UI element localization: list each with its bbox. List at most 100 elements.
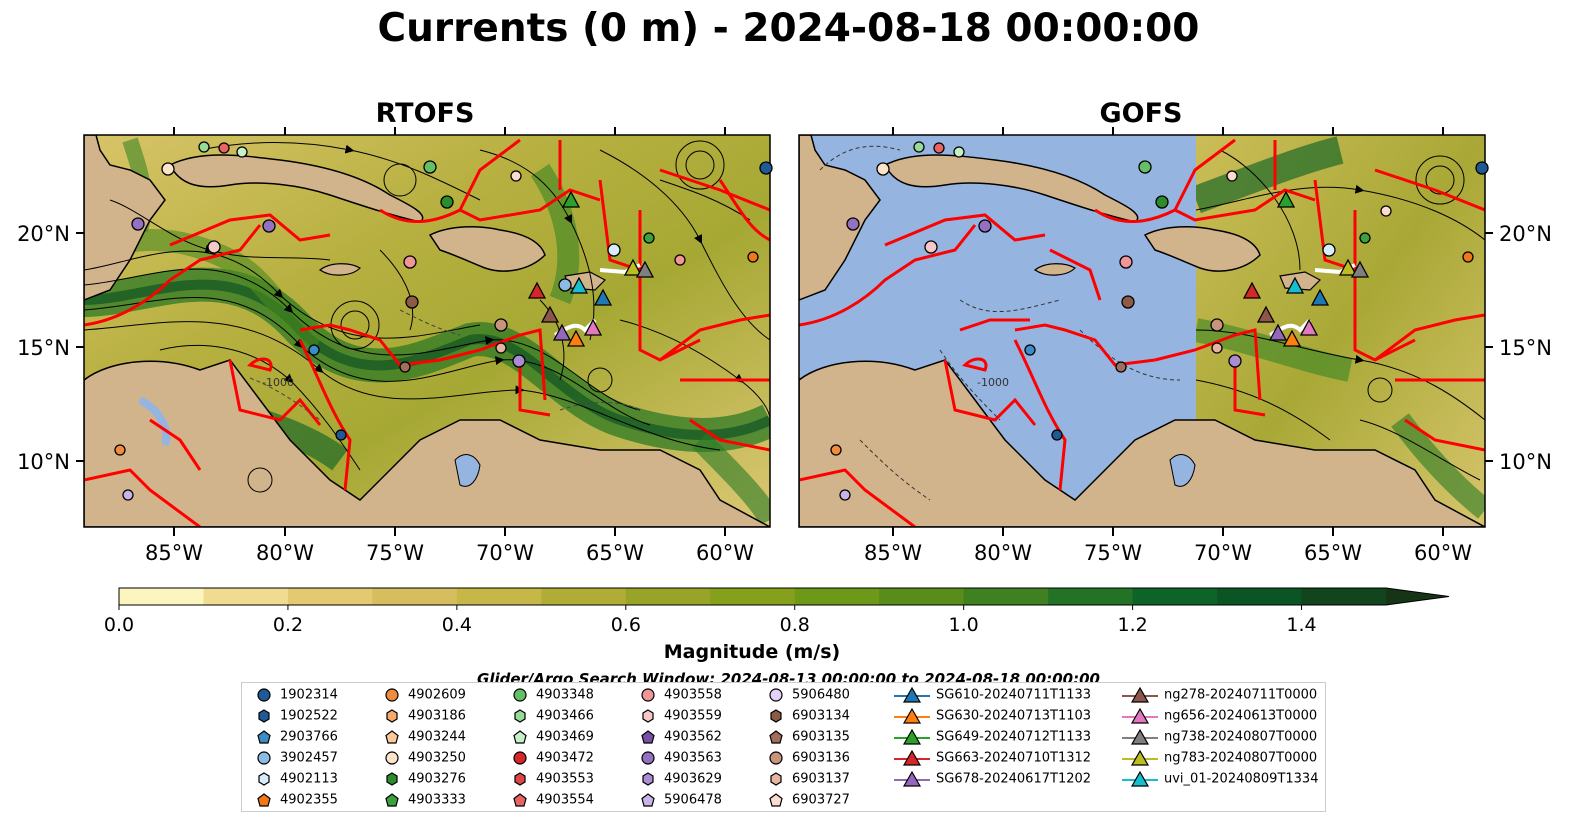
colorbar-tick-label: 0.4 <box>442 614 472 636</box>
legend-label: uvi_01-20240809T1334 <box>1164 771 1319 787</box>
lat-tick-label: 15°N <box>17 336 70 360</box>
legend-item: 6903727 <box>766 792 850 808</box>
legend-marker-icon <box>769 730 783 744</box>
legend-label: 4903562 <box>664 729 722 745</box>
legend-label: 4903559 <box>664 708 722 724</box>
legend-marker-icon <box>1122 728 1158 745</box>
lat-tick-label: 20°N <box>17 222 70 246</box>
colorbar-tick-label: 0.6 <box>611 614 641 636</box>
colorbar-segment <box>541 588 627 605</box>
figure-title: Currents (0 m) - 2024-08-18 00:00:00 <box>377 6 1200 51</box>
legend-label: 4903466 <box>536 708 594 724</box>
legend-marker-icon <box>514 772 526 786</box>
legend-marker-icon <box>258 709 270 723</box>
legend-item: 6903134 <box>766 708 850 724</box>
legend-label: 4903554 <box>536 792 594 808</box>
lon-tick-label: 75°W <box>366 541 424 565</box>
legend-item: 4903553 <box>510 771 594 787</box>
colorbar-segment <box>372 588 458 605</box>
legend-marker-icon <box>257 751 271 765</box>
panel-title-gofs: GOFS <box>1099 98 1183 129</box>
legend-label: 4903563 <box>664 750 722 766</box>
legend-label: 5906478 <box>664 792 722 808</box>
lat-tick-label: 20°N <box>1499 222 1552 246</box>
legend-label: 5906480 <box>792 687 850 703</box>
legend-item: SG678-20240617T1202 <box>894 770 1092 787</box>
legend-label: 4903553 <box>536 771 594 787</box>
legend-item: ng656-20240613T0000 <box>1122 707 1317 724</box>
colorbar-tick-label: 1.0 <box>949 614 979 636</box>
legend-item: 1902522 <box>254 708 338 724</box>
lon-tick-label: 85°W <box>864 541 922 565</box>
legend-marker-icon <box>1122 707 1158 724</box>
legend-marker-icon <box>894 749 930 766</box>
legend-item: 2903766 <box>254 729 338 745</box>
legend-label: SG663-20240710T1312 <box>936 750 1092 766</box>
lat-tick-label: 10°N <box>17 450 70 474</box>
colorbar-tick-label: 1.2 <box>1117 614 1147 636</box>
legend-label: 4903348 <box>536 687 594 703</box>
legend-item: 4903469 <box>510 729 594 745</box>
legend-marker-icon <box>642 709 654 723</box>
legend-item: 4903563 <box>638 750 722 766</box>
legend-label: 4903186 <box>408 708 466 724</box>
colorbar-segment <box>1048 588 1134 605</box>
platform-markers <box>114 141 1489 501</box>
legend-label: 4903558 <box>664 687 722 703</box>
legend-item: 3902457 <box>254 750 338 766</box>
legend-marker-icon <box>641 688 655 702</box>
colorbar-segment <box>456 588 542 605</box>
legend-marker-icon <box>386 772 398 786</box>
lon-tick-label: 70°W <box>476 541 534 565</box>
legend-marker-icon <box>385 751 399 765</box>
legend-label: ng783-20240807T0000 <box>1164 750 1318 766</box>
legend-label: ng738-20240807T0000 <box>1164 729 1318 745</box>
legend-marker-icon <box>385 793 399 807</box>
legend-item: 4903186 <box>382 708 466 724</box>
legend-item: SG663-20240710T1312 <box>894 749 1092 766</box>
legend-marker-icon <box>257 730 271 744</box>
colorbar-extend-arrow <box>1386 588 1449 605</box>
legend-item: 4903629 <box>638 771 722 787</box>
legend-item: 4903554 <box>510 792 594 808</box>
legend-item: 4903466 <box>510 708 594 724</box>
legend-marker-icon <box>642 772 654 786</box>
legend-item: uvi_01-20240809T1334 <box>1122 770 1319 787</box>
legend-item: SG649-20240712T1133 <box>894 728 1091 745</box>
legend-item: 4903333 <box>382 792 466 808</box>
legend-marker-icon <box>769 793 783 807</box>
colorbar-segment <box>1132 588 1218 605</box>
lon-tick-label: 60°W <box>1414 541 1472 565</box>
legend-label: 2903766 <box>280 729 338 745</box>
legend-item: 4903348 <box>510 687 594 703</box>
lon-tick-label: 80°W <box>974 541 1032 565</box>
legend-label: 4903250 <box>408 750 466 766</box>
legend-label: 4903333 <box>408 792 466 808</box>
legend-marker-icon <box>514 709 526 723</box>
legend-marker-icon <box>386 709 398 723</box>
legend-label: 4903472 <box>536 750 594 766</box>
legend-item: 6903137 <box>766 771 850 787</box>
legend-label: 6903137 <box>792 771 850 787</box>
legend-label: 4902609 <box>408 687 466 703</box>
legend-label: SG678-20240617T1202 <box>936 771 1092 787</box>
lon-tick-label: 65°W <box>586 541 644 565</box>
colorbar-segment <box>625 588 711 605</box>
isobath-label-gofs: -1000 <box>977 376 1009 389</box>
legend-item: 4903472 <box>510 750 594 766</box>
legend-item: ng278-20240711T0000 <box>1122 686 1317 703</box>
legend-marker-icon <box>513 793 527 807</box>
lon-tick-label: 85°W <box>145 541 203 565</box>
isobath-label-rtofs: -1000 <box>262 376 294 389</box>
legend-item: 5906480 <box>766 687 850 703</box>
colorbar-segment <box>794 588 880 605</box>
lat-tick-label: 10°N <box>1499 450 1552 474</box>
legend-item: 4902609 <box>382 687 466 703</box>
colorbar <box>118 587 1450 606</box>
lon-tick-label: 80°W <box>256 541 314 565</box>
legend-item: 6903135 <box>766 729 850 745</box>
colorbar-segment <box>287 588 373 605</box>
legend-label: 6903136 <box>792 750 850 766</box>
legend-marker-icon <box>513 730 527 744</box>
